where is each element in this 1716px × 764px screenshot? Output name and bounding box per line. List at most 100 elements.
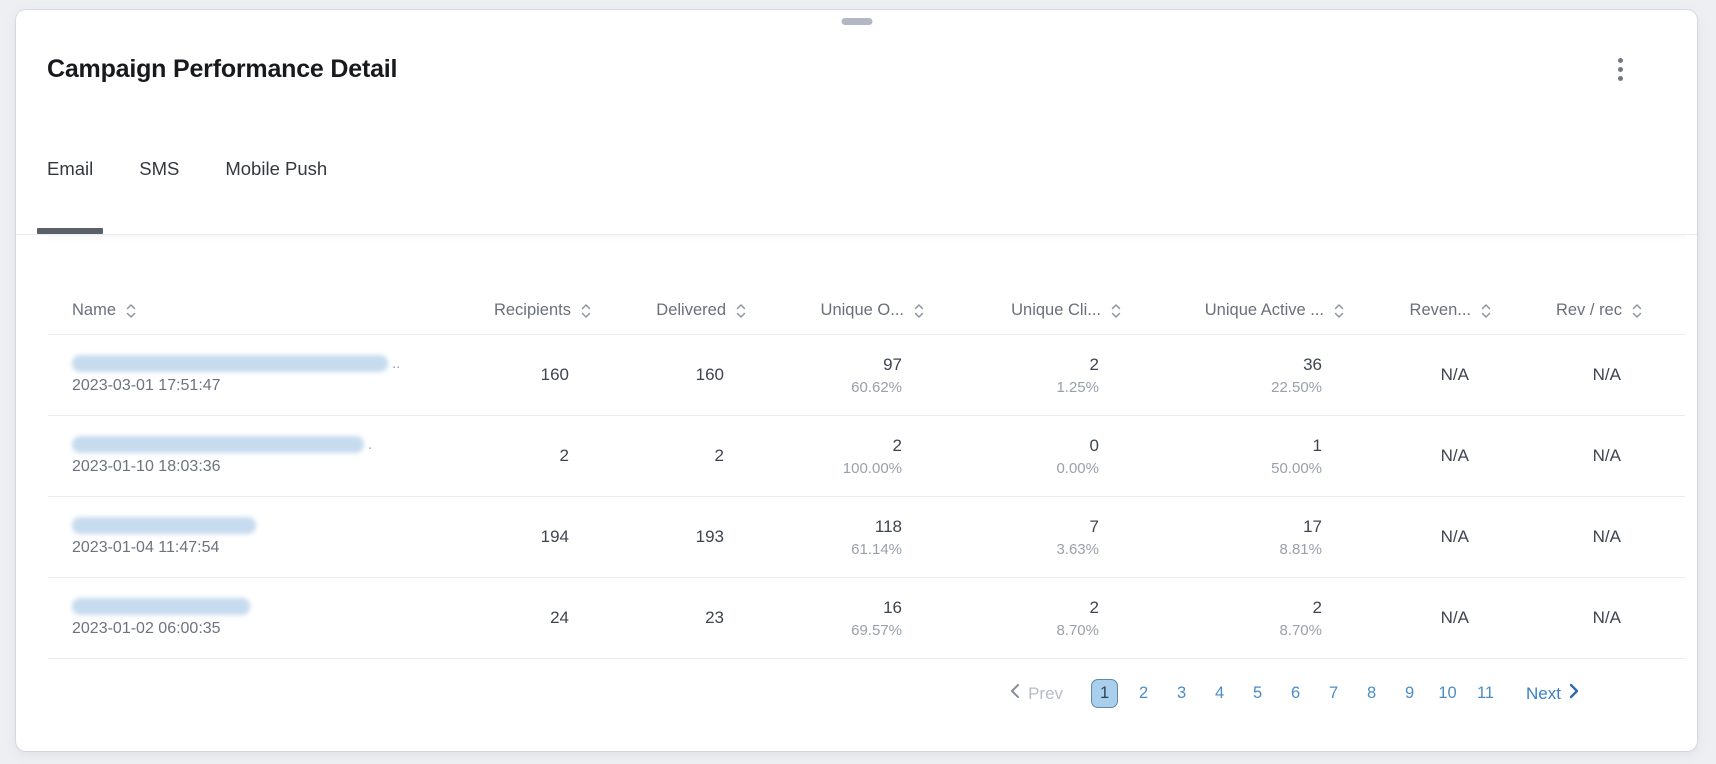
next-label: Next (1526, 683, 1561, 703)
column-label: Unique Cli... (1011, 301, 1101, 319)
chevron-right-icon (1569, 683, 1579, 704)
campaign-name-cell: 2023-01-04 11:47:54 (48, 517, 455, 557)
unique-opens-value: 97 (883, 354, 902, 374)
column-label: Unique Active ... (1204, 301, 1324, 319)
campaign-name-link-redacted[interactable] (72, 355, 388, 372)
delivered-value: 2 (714, 446, 724, 465)
unique-opens-cell: 97 60.62% (755, 355, 933, 396)
campaign-performance-panel: Campaign Performance Detail Email SMS Mo… (16, 10, 1697, 751)
unique-clicks-pct: 3.63% (1056, 540, 1099, 558)
unique-opens-value: 2 (892, 435, 902, 455)
campaign-name-link-redacted[interactable] (72, 436, 364, 453)
drag-handle[interactable] (841, 18, 872, 25)
rev-per-rec-value: N/A (1592, 527, 1621, 546)
column-header-unique-clicks[interactable]: Unique Cli... (933, 301, 1130, 320)
campaign-name-link-redacted[interactable] (72, 598, 250, 615)
table-row: 2023-01-02 06:00:35 24 23 16 69.57% 2 8.… (48, 578, 1685, 659)
rev-per-rec-cell: N/A (1500, 365, 1685, 385)
unique-active-pct: 8.81% (1279, 540, 1322, 558)
next-page-button[interactable]: Next (1526, 683, 1579, 704)
column-label: Unique O... (820, 301, 904, 319)
page-button-4[interactable]: 4 (1207, 679, 1232, 708)
unique-active-pct: 8.70% (1279, 621, 1322, 639)
column-header-delivered[interactable]: Delivered (600, 301, 755, 320)
unique-active-value: 1 (1312, 435, 1322, 455)
sort-icon[interactable] (1110, 303, 1122, 319)
column-header-recipients[interactable]: Recipients (455, 301, 600, 320)
sort-icon[interactable] (580, 303, 592, 319)
unique-opens-pct: 61.14% (851, 540, 902, 558)
table-header-row: Name Recipients Delivered Unique O... Un… (48, 235, 1685, 335)
column-label: Delivered (656, 301, 726, 319)
page-button-9[interactable]: 9 (1397, 679, 1422, 708)
column-label: Recipients (493, 301, 571, 319)
unique-clicks-pct: 1.25% (1056, 378, 1099, 396)
page-button-3[interactable]: 3 (1169, 679, 1194, 708)
page-button-7[interactable]: 7 (1321, 679, 1346, 708)
recipients-value: 160 (540, 365, 569, 384)
table-row: .. 2023-03-01 17:51:47 160 160 97 60.62%… (48, 335, 1685, 416)
revenue-value: N/A (1440, 527, 1469, 546)
sort-icon[interactable] (1631, 303, 1643, 319)
recipients-value: 24 (550, 608, 569, 627)
unique-active-value: 17 (1303, 516, 1322, 536)
unique-opens-cell: 16 69.57% (755, 598, 933, 639)
unique-opens-cell: 2 100.00% (755, 436, 933, 477)
kebab-menu-icon[interactable] (1610, 54, 1631, 85)
tab-sms[interactable]: SMS (129, 158, 189, 234)
unique-opens-pct: 100.00% (842, 459, 902, 477)
revenue-cell: N/A (1353, 365, 1500, 385)
campaign-date: 2023-01-10 18:03:36 (72, 458, 221, 475)
unique-clicks-cell: 0 0.00% (933, 436, 1130, 477)
campaign-name-link-redacted[interactable] (72, 517, 256, 534)
rev-per-rec-value: N/A (1592, 446, 1621, 465)
recipients-cell: 194 (455, 527, 600, 547)
campaign-name-ellipsis: .. (392, 354, 401, 372)
revenue-cell: N/A (1353, 527, 1500, 547)
page-button-2[interactable]: 2 (1131, 679, 1156, 708)
kebab-dot (1618, 76, 1623, 81)
column-header-revenue[interactable]: Reven... (1353, 301, 1500, 320)
page-button-8[interactable]: 8 (1359, 679, 1384, 708)
column-header-unique-active[interactable]: Unique Active ... (1130, 301, 1353, 320)
column-header-name[interactable]: Name (48, 301, 455, 320)
delivered-cell: 160 (600, 365, 755, 385)
campaign-date: 2023-01-02 06:00:35 (72, 620, 221, 637)
unique-clicks-pct: 0.00% (1056, 459, 1099, 477)
unique-active-pct: 50.00% (1271, 459, 1322, 477)
sort-icon[interactable] (125, 303, 137, 319)
column-header-unique-opens[interactable]: Unique O... (755, 301, 933, 320)
campaign-name-cell: 2023-01-02 06:00:35 (48, 598, 455, 638)
page-button-10[interactable]: 10 (1435, 679, 1460, 708)
prev-label: Prev (1028, 683, 1064, 703)
unique-clicks-value: 2 (1089, 354, 1099, 374)
sort-icon[interactable] (1333, 303, 1345, 319)
recipients-cell: 24 (455, 608, 600, 628)
revenue-cell: N/A (1353, 446, 1500, 466)
unique-opens-value: 118 (874, 516, 902, 536)
pagination: Prev 1 2 3 4 5 6 7 8 9 10 11 Next (16, 679, 1697, 708)
kebab-dot (1618, 67, 1623, 72)
tab-mobile-push[interactable]: Mobile Push (215, 158, 337, 234)
page-number-list: 1 2 3 4 5 6 7 8 9 10 11 (1091, 679, 1498, 708)
sort-icon[interactable] (913, 303, 925, 319)
table-row: . 2023-01-10 18:03:36 2 2 2 100.00% 0 0.… (48, 416, 1685, 497)
revenue-cell: N/A (1353, 608, 1500, 628)
page-button-6[interactable]: 6 (1283, 679, 1308, 708)
tab-email[interactable]: Email (37, 158, 104, 234)
delivered-value: 193 (695, 527, 724, 546)
sort-icon[interactable] (735, 303, 747, 319)
unique-opens-cell: 118 61.14% (755, 517, 933, 558)
sort-icon[interactable] (1480, 303, 1492, 319)
page-button-1[interactable]: 1 (1091, 679, 1119, 708)
prev-page-button[interactable]: Prev (1010, 683, 1063, 704)
page-button-5[interactable]: 5 (1245, 679, 1270, 708)
page-button-11[interactable]: 11 (1473, 679, 1498, 708)
unique-clicks-cell: 2 1.25% (933, 355, 1130, 396)
recipients-value: 194 (540, 527, 569, 546)
unique-active-cell: 1 50.00% (1130, 436, 1353, 477)
unique-clicks-value: 0 (1089, 435, 1099, 455)
campaign-table: Name Recipients Delivered Unique O... Un… (48, 235, 1685, 659)
column-header-rev-per-rec[interactable]: Rev / rec (1500, 301, 1685, 320)
campaign-name-cell: .. 2023-03-01 17:51:47 (48, 355, 455, 395)
